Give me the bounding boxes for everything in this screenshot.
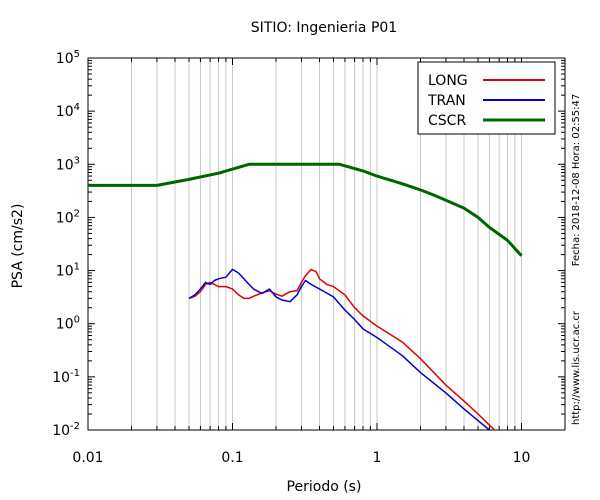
legend-label-long: LONG xyxy=(428,73,468,89)
series-line-long xyxy=(188,268,496,430)
x-tick-label: 10 xyxy=(513,450,531,466)
y-tick-label: 100 xyxy=(56,315,80,333)
x-axis-label: Periodo (s) xyxy=(287,479,362,495)
x-tick-label: 1 xyxy=(373,450,382,466)
y-tick-label: 10-2 xyxy=(52,421,80,439)
plot-frame xyxy=(87,57,566,431)
website-label: http://www.lis.ucr.ac.cr xyxy=(571,310,582,425)
y-tick-label: 103 xyxy=(56,155,80,173)
legend-label-cscr: CSCR xyxy=(428,113,466,129)
chart-title: SITIO: Ingenieria P01 xyxy=(251,20,397,36)
y-tick-label: 102 xyxy=(56,208,80,226)
timestamp-label: Fecha: 2018-12-08 Hora: 02:55:47 xyxy=(571,94,582,267)
legend-label-tran: TRAN xyxy=(427,93,466,109)
y-tick-label: 104 xyxy=(56,102,80,120)
series-line-cscr xyxy=(88,162,523,257)
x-tick-label: 0.1 xyxy=(221,450,243,466)
series-line-tran xyxy=(188,268,490,430)
legend: LONG TRAN CSCR xyxy=(417,61,556,135)
y-axis-label: PSA (cm/s2) xyxy=(10,204,26,289)
y-tick-labels: 10-2 10-1 100 101 102 103 104 105 xyxy=(52,49,80,439)
y-tick-label: 105 xyxy=(56,49,80,67)
axis-ticks xyxy=(87,57,566,431)
series-lines xyxy=(88,162,523,430)
legend-box xyxy=(417,61,556,135)
y-tick-label: 101 xyxy=(56,262,80,280)
y-tick-label: 10-1 xyxy=(52,368,80,386)
x-tick-label: 0.01 xyxy=(72,450,103,466)
x-tick-labels: 0.01 0.1 1 10 xyxy=(72,450,530,466)
